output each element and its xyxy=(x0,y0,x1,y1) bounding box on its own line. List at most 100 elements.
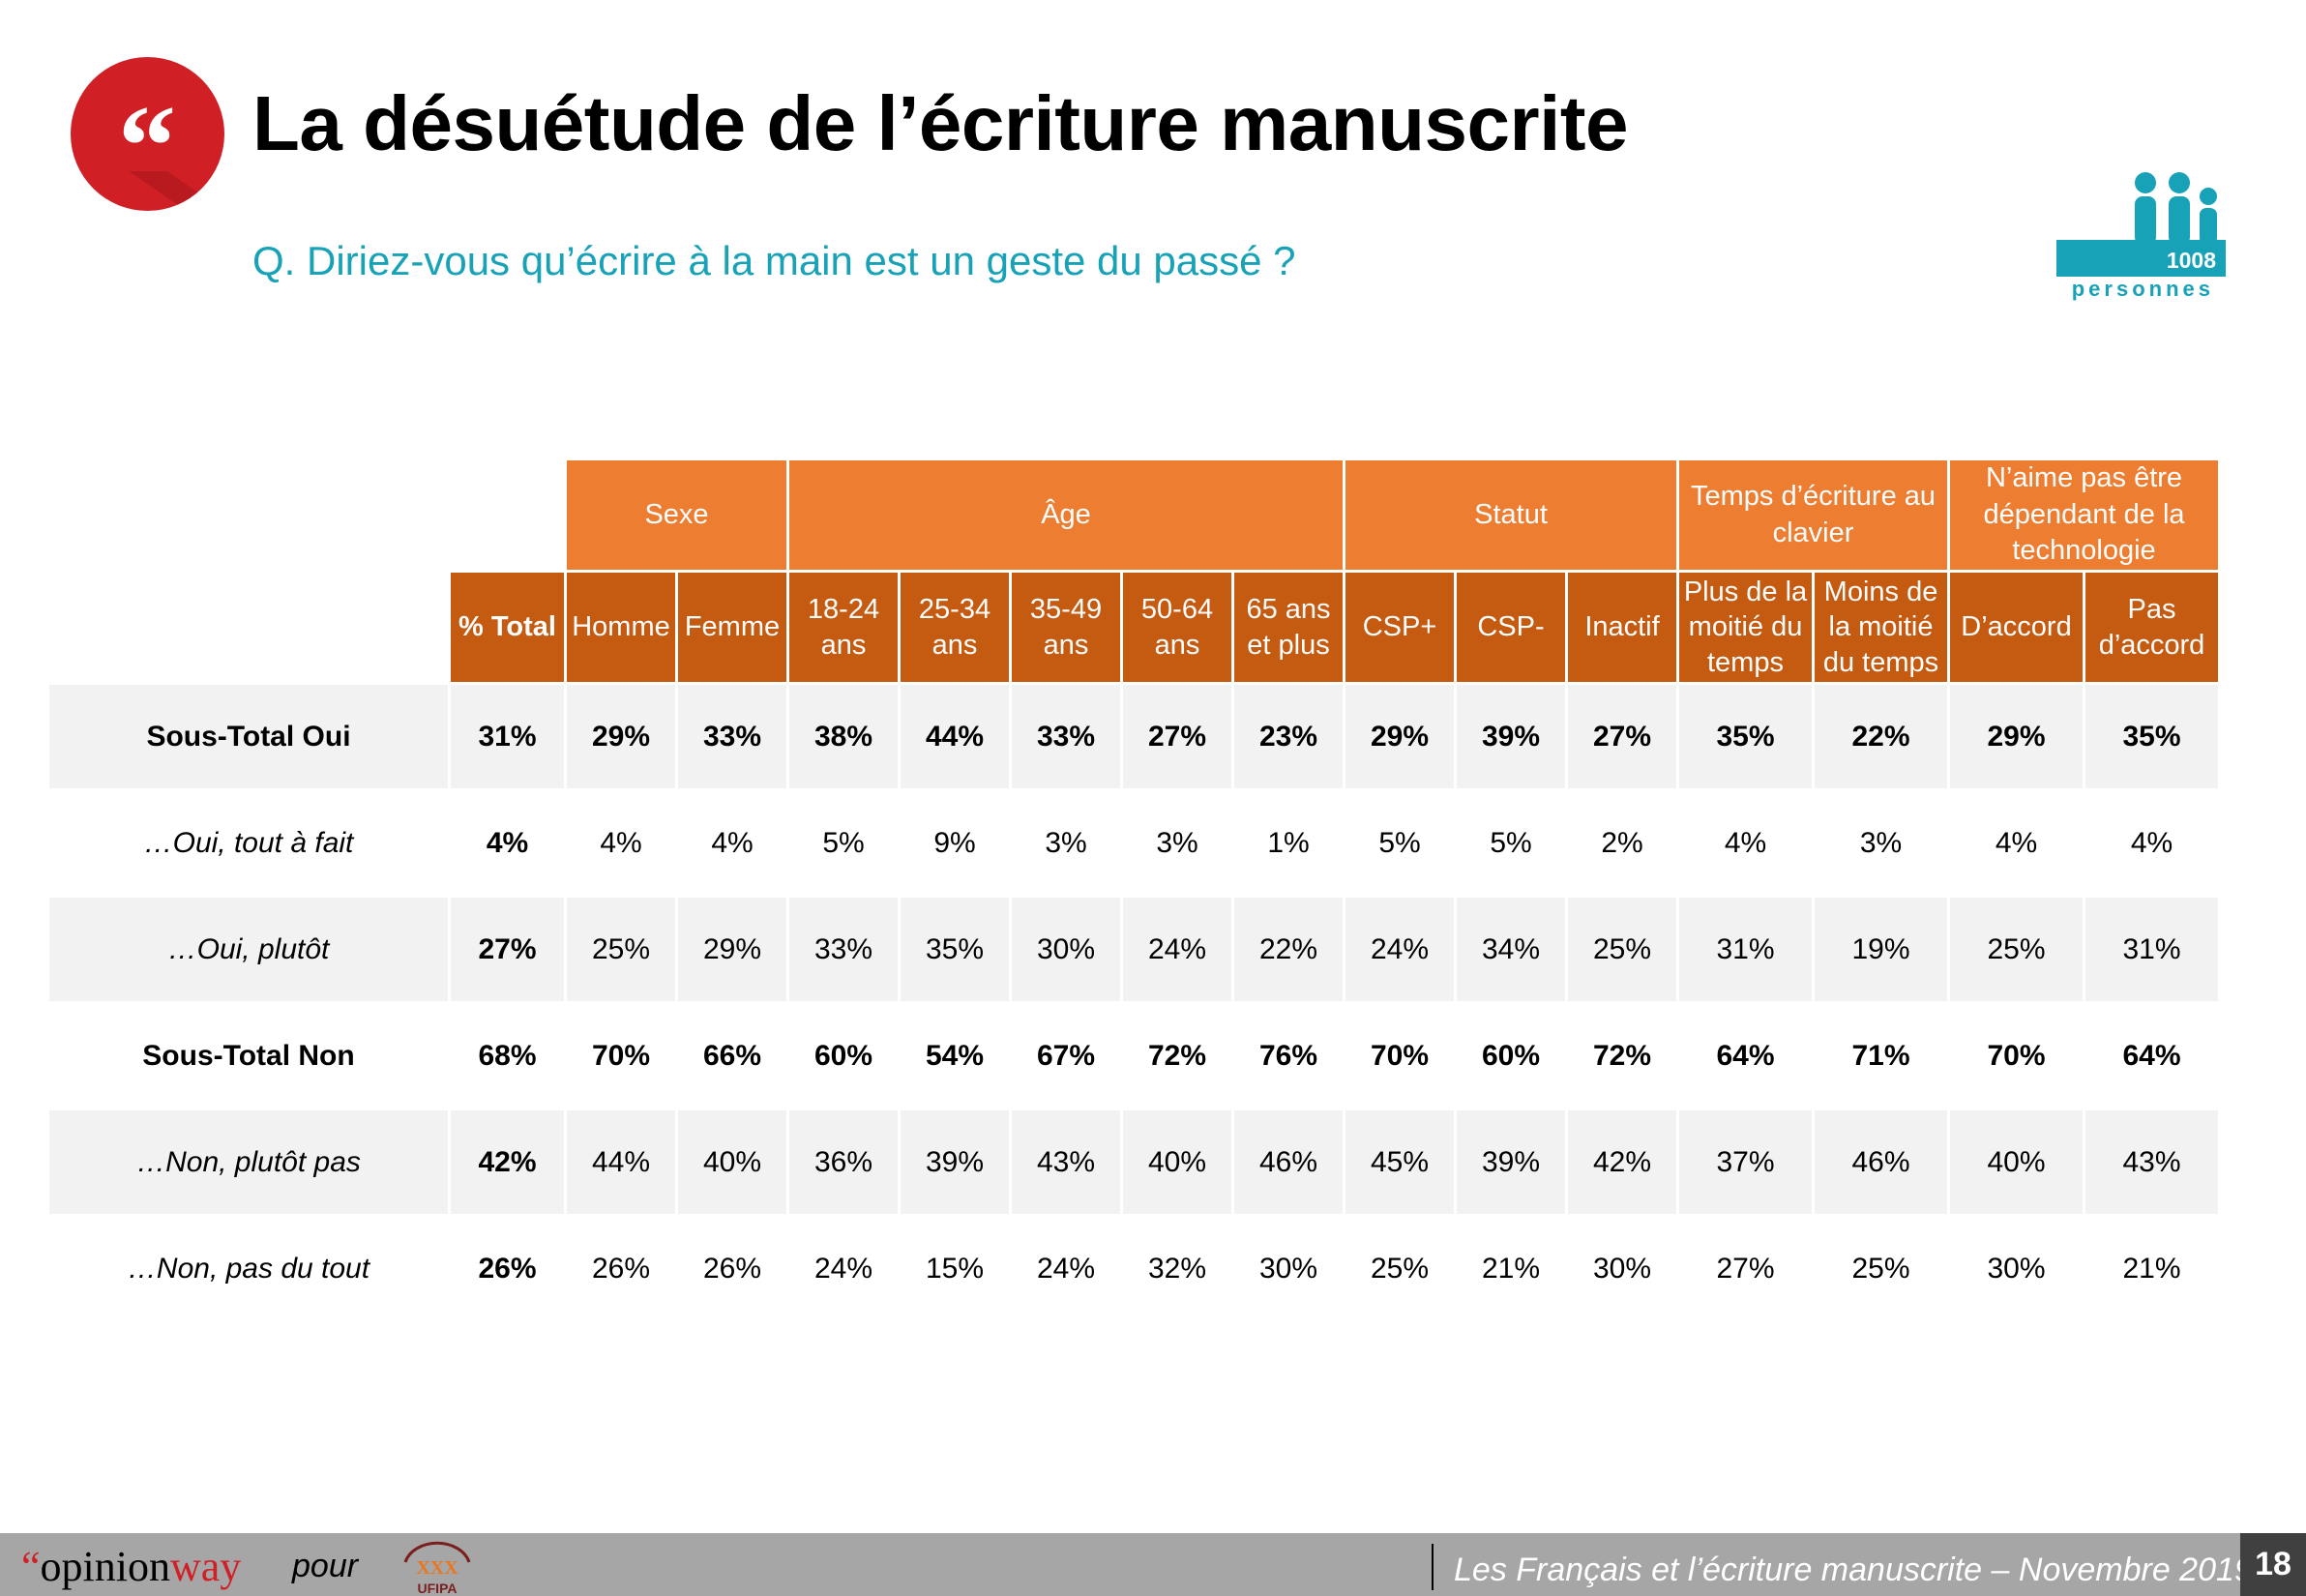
table-cell: 70% xyxy=(1987,1039,2046,1072)
total-cell: 31% xyxy=(451,685,564,789)
table-cell: 24% xyxy=(1123,898,1231,1002)
table-cell: 24% xyxy=(1036,1252,1096,1285)
row-label: Sous-Total Non xyxy=(142,1039,355,1072)
group-header: Sexe xyxy=(567,460,786,571)
footer-separator xyxy=(1432,1544,1434,1590)
table-cell: 40% xyxy=(1950,1110,2083,1215)
table-cell: 39% xyxy=(1457,1110,1565,1215)
table-cell: 24% xyxy=(1345,898,1454,1002)
table-cell: 44% xyxy=(567,1110,675,1215)
row-label: Sous-Total Oui xyxy=(49,685,448,789)
table-cell: 33% xyxy=(678,685,786,789)
table-cell: 25% xyxy=(567,898,675,1002)
total-cell: 27% xyxy=(451,898,564,1002)
column-header: % Total xyxy=(451,573,564,683)
partner-logo: XXX UFIPA xyxy=(403,1541,471,1596)
table-cell: 31% xyxy=(2085,898,2218,1002)
group-header-row: Sexe Âge Statut Temps d’écriture au clav… xyxy=(49,460,2218,571)
table-cell: 27% xyxy=(1123,685,1231,789)
column-header: Homme xyxy=(567,573,675,683)
table-cell: 5% xyxy=(822,826,865,859)
column-header: 25-34 ans xyxy=(901,573,1009,683)
total-cell: 68% xyxy=(478,1039,537,1072)
table-cell: 4% xyxy=(711,826,754,859)
table-body: Sous-Total Oui 31% 29% 33% 38% 44% 33% 27% 23% 29… xyxy=(49,685,2218,1320)
total-cell: 42% xyxy=(451,1110,564,1215)
group-header: N’aime pas être dépendant de la technolo… xyxy=(1950,460,2218,571)
table-row: …Non, pas du tout 26% 26% 26% 24% 15% 24% 32% 30… xyxy=(49,1217,2218,1320)
table-cell: 39% xyxy=(1457,685,1565,789)
table-cell: 3% xyxy=(1859,826,1903,859)
table-cell: 40% xyxy=(678,1110,786,1215)
table-cell: 44% xyxy=(901,685,1009,789)
table-cell: 33% xyxy=(789,898,898,1002)
table-cell: 42% xyxy=(1568,1110,1676,1215)
table-cell: 66% xyxy=(702,1039,762,1072)
footer-title: Les Français et l’écriture manuscrite – … xyxy=(1454,1552,2253,1588)
table-cell: 43% xyxy=(2085,1110,2218,1215)
table-cell: 21% xyxy=(2122,1252,2181,1285)
table-cell: 33% xyxy=(1012,685,1120,789)
svg-text:UFIPA: UFIPA xyxy=(418,1581,458,1596)
column-header: Femme xyxy=(678,573,786,683)
table-cell: 45% xyxy=(1345,1110,1454,1215)
svg-text:“: “ xyxy=(118,81,176,210)
table-cell: 60% xyxy=(813,1039,873,1072)
table-cell: 76% xyxy=(1258,1039,1318,1072)
table-row: Sous-Total Oui 31% 29% 33% 38% 44% 33% 27% 23% 29… xyxy=(49,685,2218,789)
group-header: Statut xyxy=(1345,460,1676,571)
table-cell: 39% xyxy=(901,1110,1009,1215)
column-header: CSP- xyxy=(1457,573,1565,683)
table-cell: 27% xyxy=(1568,685,1676,789)
total-cell: 26% xyxy=(478,1252,537,1285)
table-cell: 72% xyxy=(1592,1039,1652,1072)
column-header: Pas d’accord xyxy=(2085,573,2218,683)
pour-label: pour xyxy=(292,1548,359,1584)
table-cell: 70% xyxy=(1370,1039,1430,1072)
table-cell: 30% xyxy=(1592,1252,1652,1285)
table-cell: 3% xyxy=(1156,826,1198,859)
table-cell: 30% xyxy=(1987,1252,2046,1285)
table-row: …Oui, tout à fait 4% 4% 4% 5% 9% 3% 3% 1% 5% 5% 2% 4… xyxy=(49,791,2218,895)
table-cell: 2% xyxy=(1601,826,1643,859)
table-cell: 25% xyxy=(1568,898,1676,1002)
row-label: …Non, plutôt pas xyxy=(49,1110,448,1215)
table-cell: 30% xyxy=(1012,898,1120,1002)
table-cell: 4% xyxy=(1724,826,1767,859)
table-cell: 25% xyxy=(1950,898,2083,1002)
row-label: …Non, pas du tout xyxy=(127,1252,370,1285)
table-cell: 35% xyxy=(2085,685,2218,789)
table-cell: 29% xyxy=(1345,685,1454,789)
column-header: Plus de la moitié du temps xyxy=(1679,573,1812,683)
total-cell: 4% xyxy=(486,826,529,859)
table-cell: 70% xyxy=(591,1039,651,1072)
table-cell: 34% xyxy=(1457,898,1565,1002)
footer-bar xyxy=(0,1533,2306,1596)
table-cell: 46% xyxy=(1234,1110,1343,1215)
table-cell: 37% xyxy=(1679,1110,1812,1215)
table-cell: 64% xyxy=(1716,1039,1775,1072)
column-header: 50-64 ans xyxy=(1123,573,1231,683)
table-cell: 4% xyxy=(600,826,642,859)
sample-count: 1008 xyxy=(2166,248,2216,273)
sample-label: personnes xyxy=(2071,277,2214,301)
table-cell: 67% xyxy=(1036,1039,1096,1072)
results-table: Sexe Âge Statut Temps d’écriture au clav… xyxy=(46,458,2221,1323)
table-cell: 32% xyxy=(1147,1252,1207,1285)
table-cell: 4% xyxy=(2130,826,2173,859)
table-row: …Non, plutôt pas 42% 44% 40% 36% 39% 43% 40% 46%… xyxy=(49,1110,2218,1215)
table-cell: 72% xyxy=(1147,1039,1207,1072)
table-cell: 40% xyxy=(1123,1110,1231,1215)
table-cell: 1% xyxy=(1267,826,1310,859)
table-cell: 26% xyxy=(702,1252,762,1285)
table-cell: 26% xyxy=(591,1252,651,1285)
table-cell: 35% xyxy=(901,898,1009,1002)
group-header: Âge xyxy=(789,460,1343,571)
column-header: D’accord xyxy=(1950,573,2083,683)
table-cell: 36% xyxy=(789,1110,898,1215)
column-header: 35-49 ans xyxy=(1012,573,1120,683)
page-number-box xyxy=(2240,1533,2306,1596)
page-title: La désuétude de l’écriture manuscrite xyxy=(252,80,1628,166)
table-cell: 29% xyxy=(678,898,786,1002)
table-cell: 31% xyxy=(1679,898,1812,1002)
